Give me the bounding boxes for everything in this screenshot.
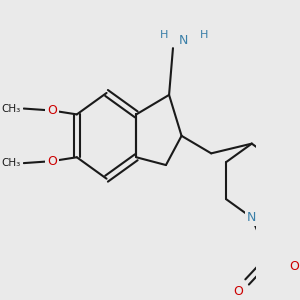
Text: O: O [233,285,243,298]
Text: O: O [289,260,299,273]
Text: N: N [247,211,256,224]
Text: O: O [47,104,57,117]
Text: O: O [47,155,57,168]
Text: H: H [200,29,208,40]
Text: CH₃: CH₃ [2,158,21,168]
Text: H: H [159,29,168,40]
Text: N: N [179,34,189,47]
Text: CH₃: CH₃ [2,103,21,114]
